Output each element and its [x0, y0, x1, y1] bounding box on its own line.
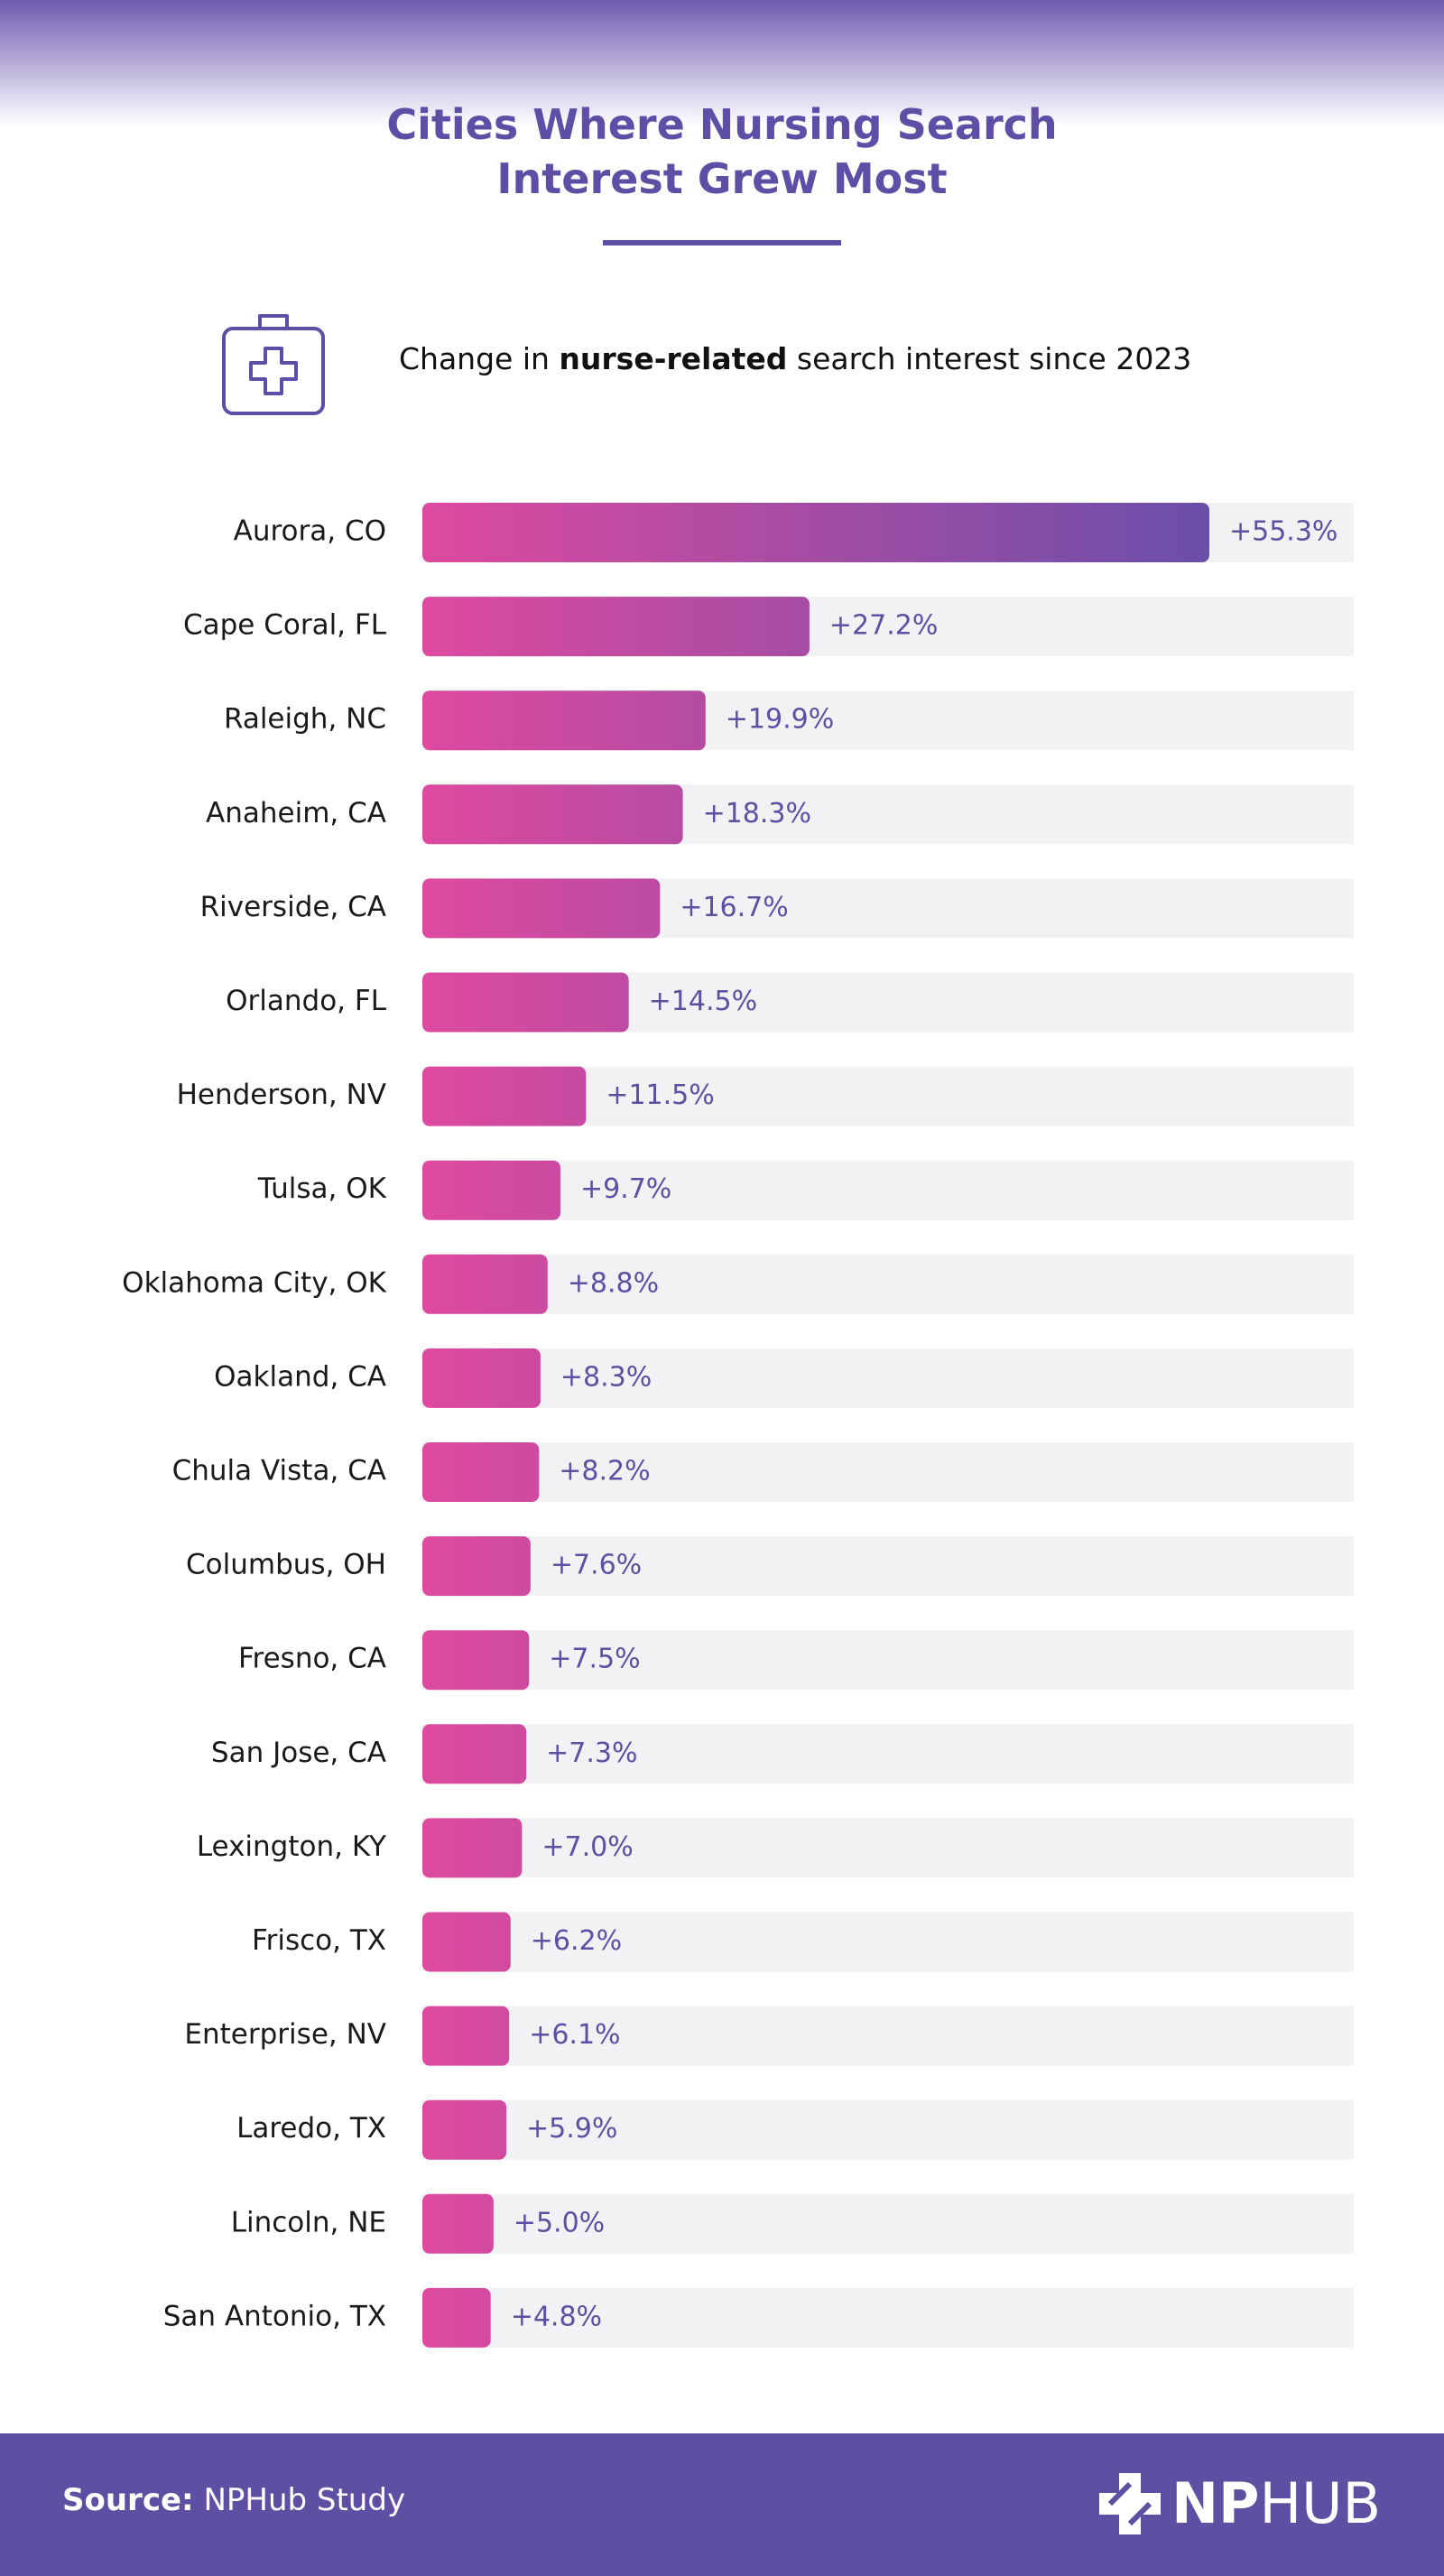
subtitle-text: Change in [399, 341, 560, 376]
category-label: Enterprise, NV [184, 2018, 386, 2051]
category-label: Aurora, CO [234, 515, 386, 548]
value-label: +6.2% [531, 1925, 622, 1957]
category-label: San Antonio, TX [163, 2300, 386, 2332]
category-label: Orlando, FL [226, 985, 387, 1017]
value-label: +19.9% [726, 704, 834, 736]
bar [422, 878, 661, 939]
bar-track [422, 1630, 1354, 1691]
category-label: Oakland, CA [214, 1360, 386, 1393]
category-label: Tulsa, OK [257, 1172, 387, 1205]
category-label: Cape Coral, FL [183, 609, 387, 642]
bar [422, 1348, 541, 1408]
bar-track [422, 2287, 1354, 2348]
bar [422, 1818, 523, 1878]
chart-title: Cities Where Nursing Search Interest Gre… [386, 100, 1058, 203]
bar-track [422, 1818, 1354, 1878]
first-aid-icon [222, 314, 325, 415]
value-label: +7.6% [551, 1550, 642, 1581]
bar-track [422, 1254, 1354, 1314]
value-label: +18.3% [703, 798, 811, 829]
bar-track [422, 2006, 1354, 2066]
category-label: Lincoln, NE [231, 2206, 386, 2238]
value-label: +14.5% [649, 986, 757, 1017]
subtitle-text: search interest since 2023 [787, 341, 1192, 376]
value-label: +7.0% [542, 1831, 633, 1863]
bar [422, 1442, 540, 1502]
bar [422, 503, 1209, 562]
value-label: +7.5% [549, 1644, 640, 1675]
value-label: +5.0% [514, 2207, 605, 2238]
bar [422, 1912, 511, 1972]
bar [422, 597, 810, 657]
bar [422, 1724, 527, 1784]
logo-light: HUB [1259, 2470, 1381, 2536]
bar [422, 1630, 530, 1691]
bar [422, 972, 629, 1033]
value-label: +8.3% [560, 1361, 652, 1393]
bar [422, 2006, 510, 2066]
category-label: Frisco, TX [252, 1924, 386, 1957]
bar [422, 1160, 560, 1220]
bar [422, 1066, 587, 1126]
value-label: +8.8% [568, 1267, 659, 1299]
bar [422, 2287, 491, 2348]
source: Source: NPHub Study [62, 2482, 405, 2518]
value-label: +6.1% [529, 2019, 620, 2051]
category-label: San Jose, CA [211, 1737, 386, 1769]
top-band [0, 0, 1444, 126]
bar [422, 2099, 507, 2160]
category-label: Raleigh, NC [224, 703, 386, 736]
category-label: Chula Vista, CA [172, 1455, 386, 1487]
bar-track [422, 2099, 1354, 2160]
source-text: NPHub Study [203, 2482, 406, 2518]
bar [422, 690, 706, 751]
category-label: Oklahoma City, OK [122, 1266, 386, 1299]
category-label: Riverside, CA [200, 891, 386, 923]
chart: Aurora, CO +55.3% Cape Coral, FL +27.2% Rale… [122, 503, 1354, 2348]
bar-track [422, 1912, 1354, 1972]
source-label: Source: [62, 2482, 194, 2518]
value-label: +11.5% [606, 1080, 714, 1111]
bar-track [422, 1536, 1354, 1597]
category-label: Anaheim, CA [206, 797, 386, 829]
value-label: +55.3% [1229, 516, 1338, 548]
value-label: +9.7% [580, 1173, 671, 1205]
bar-track [422, 1160, 1354, 1220]
bar [422, 1536, 531, 1597]
value-label: +7.3% [546, 1737, 637, 1769]
bar [422, 784, 683, 845]
footer: Source: NPHub Study NPHUB [0, 2433, 1444, 2576]
value-label: +27.2% [829, 610, 938, 642]
title-rule [603, 240, 841, 246]
logo-bold: NP [1171, 2470, 1260, 2536]
logo-mark [1099, 2473, 1162, 2534]
subtitle-bold: nurse-related [559, 341, 788, 376]
bar-track [422, 1724, 1354, 1784]
bar-track [422, 1348, 1354, 1408]
value-label: +4.8% [511, 2301, 602, 2332]
bar [422, 1254, 548, 1314]
value-label: +5.9% [526, 2113, 617, 2145]
value-label: +16.7% [680, 892, 788, 923]
category-label: Henderson, NV [177, 1079, 386, 1111]
logo: NPHUB [1097, 2471, 1381, 2536]
category-label: Lexington, KY [197, 1830, 386, 1863]
bar-track [422, 2193, 1354, 2254]
category-label: Fresno, CA [238, 1643, 386, 1675]
value-label: +8.2% [559, 1456, 650, 1487]
bar [422, 2193, 494, 2254]
chart-subtitle: Change in nurse-related search interest … [399, 341, 1191, 376]
category-label: Laredo, TX [236, 2112, 386, 2145]
category-label: Columbus, OH [186, 1549, 386, 1581]
bar-track [422, 1442, 1354, 1502]
